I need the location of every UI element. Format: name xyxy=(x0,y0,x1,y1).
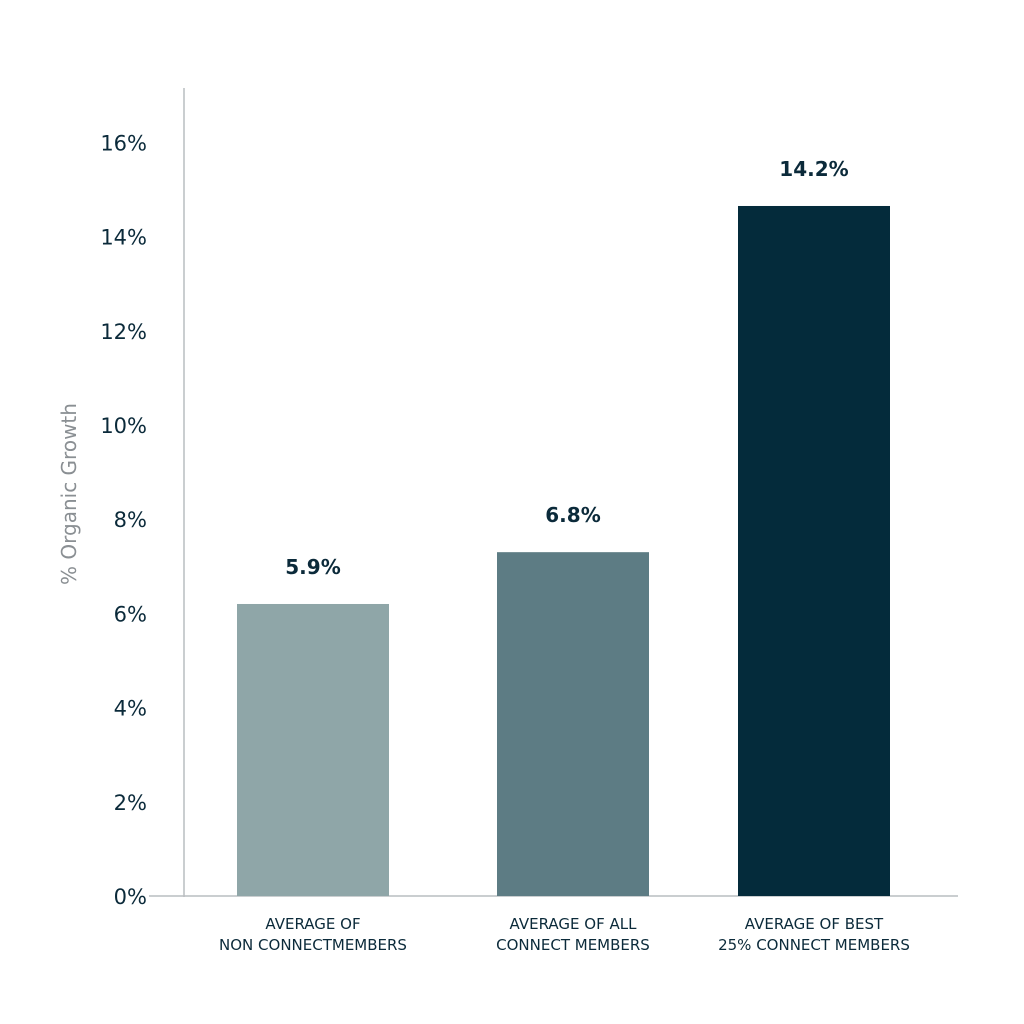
bars xyxy=(237,205,890,897)
y-tick-label: 6% xyxy=(114,602,147,626)
bar xyxy=(497,552,649,896)
x-category-label: AVERAGE OF xyxy=(265,915,360,933)
y-tick-label: 12% xyxy=(100,320,147,344)
x-category-label: CONNECT MEMBERS xyxy=(496,936,650,954)
y-tick-labels: 0% 2% 4% 6% 8% 10% 12% 14% 16% xyxy=(100,131,147,909)
value-labels: 5.9% 6.8% 14.2% xyxy=(285,157,848,579)
y-tick-label: 10% xyxy=(100,414,147,438)
x-category-label: AVERAGE OF BEST xyxy=(745,915,884,933)
y-tick-label: 0% xyxy=(114,885,147,909)
bar xyxy=(237,603,389,896)
x-category-label: NON CONNECTMEMBERS xyxy=(219,936,407,954)
y-axis-title: % Organic Growth xyxy=(57,403,81,585)
x-category-label: AVERAGE OF ALL xyxy=(510,915,638,933)
y-tick-label: 8% xyxy=(114,508,147,532)
y-axis-title-group: % Organic Growth xyxy=(57,403,81,585)
bar-value-label: 6.8% xyxy=(545,503,600,527)
y-tick-label: 14% xyxy=(100,226,147,250)
x-category-label: 25% CONNECT MEMBERS xyxy=(718,936,910,954)
bar-value-label: 5.9% xyxy=(285,555,340,579)
y-tick-label: 16% xyxy=(100,131,147,155)
category-labels: AVERAGE OF NON CONNECTMEMBERS AVERAGE OF A… xyxy=(219,915,910,954)
y-tick-label: 4% xyxy=(114,697,147,721)
bar-value-label: 14.2% xyxy=(779,157,848,181)
bar xyxy=(738,205,890,897)
y-tick-label: 2% xyxy=(114,791,147,815)
